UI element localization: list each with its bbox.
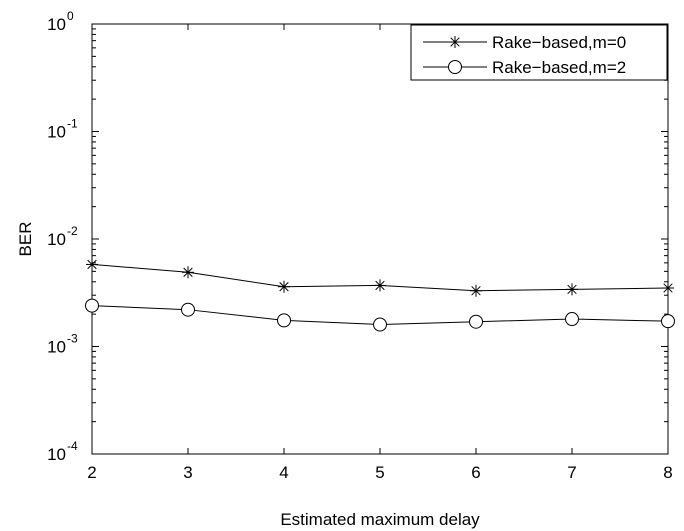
legend: Rake−based,m=0 Rake−based,m=2 <box>410 24 668 81</box>
x-tick-label: 6 <box>471 463 480 482</box>
series-layer <box>85 258 675 332</box>
y-axis-label: BER <box>16 222 35 257</box>
legend-label: Rake−based,m=0 <box>492 33 626 52</box>
data-point <box>661 314 675 329</box>
data-point-stroke <box>471 286 481 296</box>
data-point <box>278 280 290 293</box>
legend-label: Rake−based,m=2 <box>492 58 626 77</box>
x-tick-label: 7 <box>567 463 576 482</box>
data-point <box>566 283 578 296</box>
data-point-stroke <box>567 284 577 295</box>
x-tick-label: 2 <box>87 463 96 482</box>
legend-marker <box>449 36 461 48</box>
legend-marker-stroke <box>450 37 460 47</box>
data-point <box>181 302 195 317</box>
x-tick-label: 5 <box>375 463 384 482</box>
data-point <box>277 313 291 328</box>
y-tick-label: 10 <box>47 338 66 357</box>
data-point <box>86 258 98 271</box>
y-tick-exponent: -4 <box>67 439 78 453</box>
data-point-stroke <box>663 283 673 293</box>
y-tick-label: 10 <box>47 445 66 464</box>
x-tick-label: 3 <box>183 463 192 482</box>
data-point <box>565 312 579 327</box>
data-point <box>373 317 387 332</box>
series-1 <box>85 298 675 332</box>
x-axis-label: Estimated maximum delay <box>280 510 480 529</box>
series-0 <box>86 258 674 297</box>
y-tick-exponent: -1 <box>67 117 78 131</box>
y-tick-exponent: -3 <box>67 332 78 346</box>
data-point <box>470 284 482 297</box>
data-point <box>85 298 99 313</box>
y-tick-exponent: -2 <box>67 224 78 238</box>
data-point-stroke <box>375 280 385 291</box>
x-tick-label: 4 <box>279 463 288 482</box>
data-point-stroke <box>279 282 289 292</box>
data-point <box>374 279 386 292</box>
y-tick-label: 10 <box>47 230 66 249</box>
legend-marker <box>448 60 462 74</box>
data-point-stroke <box>87 259 97 270</box>
data-point <box>469 314 483 329</box>
plot-area <box>91 23 669 455</box>
y-tick-exponent: 0 <box>67 9 74 23</box>
y-tick-label: 10 <box>47 123 66 142</box>
y-tick-label: 10 <box>47 15 66 34</box>
data-point-stroke <box>183 267 193 277</box>
data-point <box>182 266 194 279</box>
data-point <box>662 282 674 295</box>
x-tick-label: 8 <box>663 463 672 482</box>
